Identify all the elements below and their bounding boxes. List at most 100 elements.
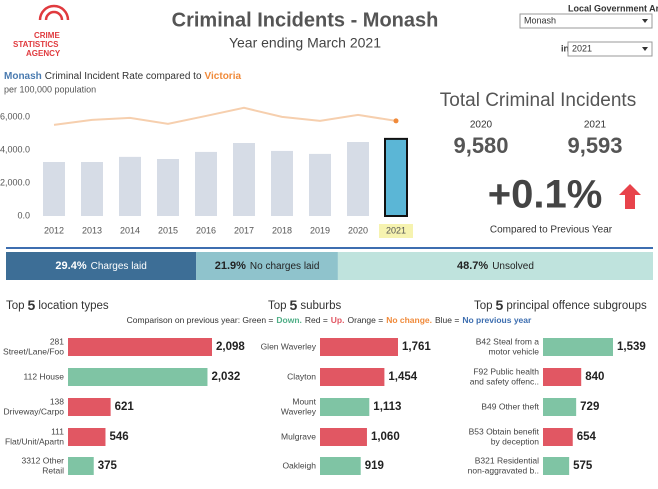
bar bbox=[543, 398, 577, 416]
bar bbox=[43, 161, 65, 216]
x-tick-label: 2016 bbox=[196, 225, 216, 235]
year-prefix: in bbox=[561, 43, 569, 53]
legend-part: Red = bbox=[305, 315, 328, 325]
bar bbox=[81, 161, 103, 216]
title-part: location types bbox=[38, 300, 109, 312]
x-tick-label: 2018 bbox=[272, 225, 292, 235]
value-label: 840 bbox=[585, 371, 604, 383]
title: Criminal Incidents - Monash bbox=[172, 9, 439, 31]
legend-part: No change. bbox=[386, 315, 432, 325]
dropdown-box bbox=[567, 41, 653, 57]
category-label: Flat/Unit/Apartn bbox=[5, 436, 64, 446]
title-part: Top bbox=[474, 300, 493, 312]
bar bbox=[320, 398, 370, 416]
category-label: Mount bbox=[292, 396, 316, 406]
chart-title: Top 5 suburbs bbox=[268, 297, 342, 313]
bar bbox=[68, 428, 106, 446]
series-name: Monash bbox=[4, 71, 42, 82]
category-label: B53 Obtain benefit bbox=[469, 426, 540, 436]
bar bbox=[384, 137, 408, 217]
category-label: 112 House bbox=[24, 371, 65, 381]
category-label: motor vehicle bbox=[488, 346, 539, 356]
segment-value: 48.7% bbox=[457, 260, 488, 272]
segment-label: 21.9% No charges laid bbox=[215, 260, 320, 272]
title-part: 5 bbox=[290, 297, 298, 313]
line bbox=[53, 106, 397, 126]
title-part: 5 bbox=[496, 297, 504, 313]
segment-name: Unsolved bbox=[492, 261, 534, 272]
logo-text: AGENCY bbox=[26, 49, 61, 58]
bar bbox=[320, 368, 385, 386]
value-label: 1,454 bbox=[388, 371, 417, 383]
title-part: 5 bbox=[28, 297, 36, 313]
category-label: by deception bbox=[491, 436, 539, 446]
legend-part: Up. bbox=[331, 315, 345, 325]
segment-label: 48.7% Unsolved bbox=[457, 260, 534, 272]
value-label: 1,113 bbox=[373, 401, 401, 413]
year-dropdown[interactable]: 2021 bbox=[567, 41, 653, 57]
y-tick-label: 2,000.0 bbox=[0, 177, 30, 187]
value-label: 1,761 bbox=[402, 341, 431, 353]
kpi-change-label: Compared to Previous Year bbox=[490, 225, 613, 236]
segment-name: Charges laid bbox=[91, 261, 147, 272]
y-tick-label: 4,000.0 bbox=[0, 144, 30, 154]
logo-arc bbox=[44, 10, 64, 21]
kpi-value: 9,580 bbox=[453, 133, 508, 158]
logo-arc bbox=[38, 4, 70, 21]
stacked-segment bbox=[196, 252, 338, 280]
category-label: Glen Waverley bbox=[261, 341, 317, 351]
bar bbox=[320, 338, 398, 356]
x-tick-label: 2013 bbox=[82, 225, 102, 235]
kpi-year: 2021 bbox=[584, 120, 607, 131]
bar bbox=[119, 156, 141, 216]
series-name: Victoria bbox=[205, 71, 242, 82]
kpi-title: Total Criminal Incidents bbox=[440, 90, 636, 111]
x-tick-label: 2020 bbox=[348, 225, 368, 235]
dropdown-box bbox=[519, 13, 653, 29]
category-label: Street/Lane/Foo bbox=[3, 346, 64, 356]
value-label: 729 bbox=[580, 401, 599, 413]
value-label: 546 bbox=[109, 431, 128, 443]
stacked-segment bbox=[337, 252, 653, 280]
y-tick-label: 6,000.0 bbox=[0, 111, 30, 121]
bar bbox=[157, 159, 179, 216]
chart-title: Criminal Incident Rate compared to bbox=[45, 71, 202, 82]
category-label: Retail bbox=[42, 465, 64, 475]
title-part: Top bbox=[268, 300, 287, 312]
dropdown-value: Monash bbox=[524, 15, 556, 25]
category-label: and safety offenc.. bbox=[470, 376, 539, 386]
lga-dropdown[interactable]: Monash bbox=[519, 13, 653, 29]
legend-part: Down. bbox=[276, 315, 302, 325]
x-tick-label: 2014 bbox=[120, 225, 140, 235]
category-label: Mulgrave bbox=[281, 431, 316, 441]
lga-label: Local Government Area bbox=[568, 3, 658, 13]
rate-chart-subtitle: per 100,000 population bbox=[4, 84, 96, 94]
dropdown-arrow bbox=[642, 19, 648, 23]
dropdown-value: 2021 bbox=[572, 43, 592, 53]
bar bbox=[195, 151, 217, 216]
legend-part: Orange = bbox=[348, 315, 384, 325]
value-label: 919 bbox=[365, 460, 384, 472]
value-label: 2,032 bbox=[211, 371, 240, 383]
bar bbox=[320, 457, 361, 475]
title-part: principal offence subgroups bbox=[506, 300, 647, 312]
title-part: Top bbox=[6, 300, 25, 312]
category-label: 138 bbox=[50, 396, 64, 406]
segment-value: 21.9% bbox=[215, 260, 246, 272]
category-label: B321 Residential bbox=[475, 455, 539, 465]
legend-part: Comparison on previous year: Green = bbox=[127, 315, 274, 325]
bar bbox=[347, 142, 369, 216]
bar bbox=[543, 338, 613, 356]
x-tick-label: 2021 bbox=[386, 225, 406, 235]
x-tick-label: 2019 bbox=[310, 225, 330, 235]
stacked-segment bbox=[6, 252, 197, 280]
bar bbox=[68, 368, 208, 386]
bar bbox=[68, 338, 212, 356]
bar bbox=[543, 368, 582, 386]
category-label: Oakleigh bbox=[282, 460, 316, 470]
bar bbox=[309, 153, 331, 216]
bar bbox=[271, 150, 293, 216]
kpi-change: +0.1% bbox=[488, 173, 603, 217]
subtitle: Year ending March 2021 bbox=[229, 35, 381, 51]
category-label: 111 bbox=[51, 426, 64, 436]
